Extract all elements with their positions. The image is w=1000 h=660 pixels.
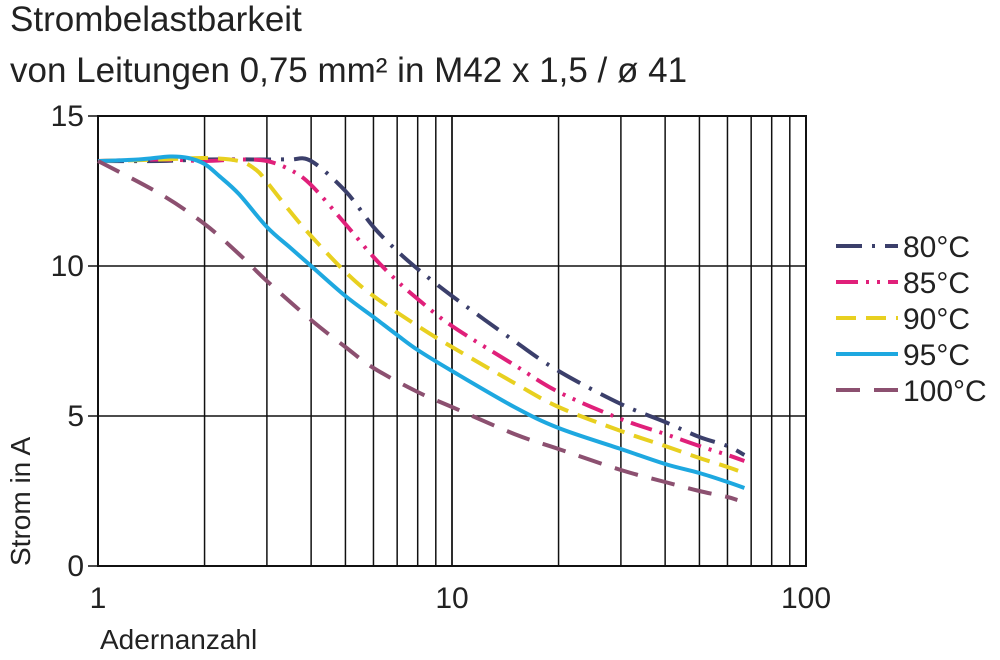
y-tick-label: 5: [67, 400, 84, 433]
series-line-80c: [97, 156, 746, 457]
y-tick-label: 15: [51, 100, 84, 133]
legend-label: 80°C: [903, 231, 970, 264]
plot-frame: [97, 115, 807, 567]
chart-subtitle: von Leitungen 0,75 mm² in M42 x 1,5 / ø …: [10, 51, 688, 90]
x-tick-label: 10: [435, 582, 468, 615]
legend-label: 95°C: [903, 339, 970, 372]
x-tick-label: 100: [781, 582, 831, 615]
legend-label: 100°C: [903, 375, 987, 408]
plot-lines: [97, 154, 746, 502]
tick-labels: 0 5 10 15 1 10 100: [51, 100, 831, 615]
y-axis-label: Strom in A: [5, 437, 36, 566]
legend-label: 90°C: [903, 303, 970, 336]
x-axis-label: Adernanzahl: [100, 624, 257, 655]
series-line-95c: [97, 154, 746, 490]
chart-title: Strombelastbarkeit: [10, 0, 302, 39]
x-tick-label: 1: [90, 582, 107, 615]
grid: [88, 115, 807, 567]
y-tick-label: 0: [67, 550, 84, 583]
legend-label: 85°C: [903, 267, 970, 300]
series-line-90c: [97, 155, 746, 475]
y-tick-label: 10: [51, 250, 84, 283]
series-line-100c: [97, 159, 739, 502]
